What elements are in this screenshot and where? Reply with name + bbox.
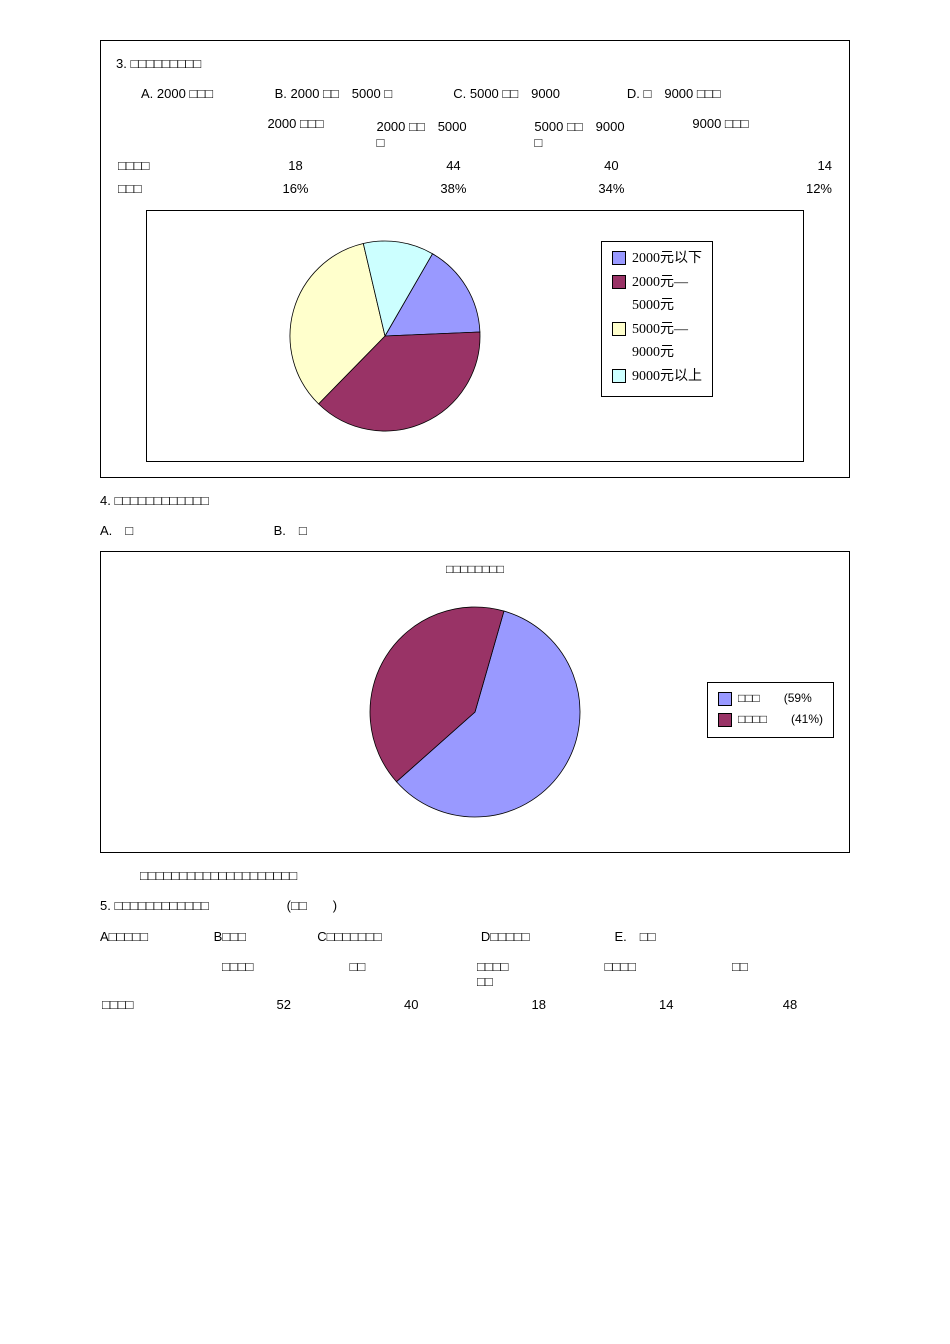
cell: 34% <box>532 177 690 200</box>
q3-r1-label: □□□□ <box>116 154 217 177</box>
q4-legend: □□□ (59% □□□□ (41%) <box>707 682 834 738</box>
q3-options: A. 2000 □□□ B. 2000 □□ 5000 □ C. 5000 □□… <box>116 83 834 102</box>
legend-swatch <box>718 692 732 706</box>
q3-section: 3. □□□□□□□□□ A. 2000 □□□ B. 2000 □□ 5000… <box>100 40 850 478</box>
q5-h3: □□□□ □□ <box>475 955 603 993</box>
q3-table-head: 2000 □□□ 2000 □□ 5000 □ 5000 □□ 9000 □ 9… <box>116 112 834 154</box>
cell: 40 <box>532 154 690 177</box>
legend-swatch <box>612 251 626 265</box>
q5-options: A□□□□□ B□□□ C□□□□□□□ D□□□□□ E. □□ <box>100 926 850 945</box>
q4-note: □□□□□□□□□□□□□□□□□□□□ <box>100 868 850 883</box>
legend-item: □□□ (59% <box>718 689 823 708</box>
legend-label: 2000元以下 <box>632 248 702 270</box>
legend-item: 9000元以上 <box>612 366 702 388</box>
q5-h1: □□□□ <box>220 955 348 993</box>
table-row: □□□□ 52 40 18 14 48 <box>100 993 850 1016</box>
q4-opt-b: B. □ <box>274 523 307 538</box>
cell: 14 <box>603 993 731 1016</box>
legend-label: 2000元— 5000元 <box>632 272 688 317</box>
legend-label: □□□ (59% <box>738 689 812 708</box>
q3-opt-a: A. 2000 □□□ <box>141 86 271 101</box>
q5-h5: □□ <box>730 955 850 993</box>
q3-opt-b: B. 2000 □□ 5000 □ <box>275 83 450 102</box>
q3-opt-d: D. □ 9000 □□□ <box>627 83 721 102</box>
q5-opt-b: B□□□ <box>214 929 314 944</box>
q3-chart-box: 2000元以下2000元— 5000元5000元— 9000元9000元以上 <box>146 210 804 462</box>
q3-h1: 2000 □□□ <box>217 112 375 154</box>
q3-legend: 2000元以下2000元— 5000元5000元— 9000元9000元以上 <box>601 241 713 397</box>
q5-row-label: □□□□ <box>100 993 220 1016</box>
q3-opt-c: C. 5000 □□ 9000 <box>453 83 623 102</box>
q5-opt-d: D□□□□□ <box>481 929 611 944</box>
q3-title: 3. □□□□□□□□□ <box>116 56 834 71</box>
legend-label: □□□□ (41%) <box>738 710 823 729</box>
q5-opt-c: C□□□□□□□ <box>317 929 477 944</box>
legend-item: □□□□ (41%) <box>718 710 823 729</box>
legend-label: 9000元以上 <box>632 366 702 388</box>
q3-chart-area: 2000元以下2000元— 5000元5000元— 9000元9000元以上 <box>157 221 793 451</box>
q3-h2: 2000 □□ 5000 □ <box>374 112 532 154</box>
cell: 16% <box>217 177 375 200</box>
q4-options: A. □ B. □ <box>100 520 850 539</box>
q5-opt-a: A□□□□□ <box>100 929 210 944</box>
q4-pie-chart <box>355 597 595 827</box>
q5-h2: □□ <box>348 955 476 993</box>
cell: 14 <box>690 154 834 177</box>
cell: 18 <box>217 154 375 177</box>
cell: 40 <box>348 993 476 1016</box>
table-row: □□□□ 18 44 40 14 <box>116 154 834 177</box>
q4-chart-title: □□□□□□□□ <box>111 562 839 576</box>
q5-title: 5. □□□□□□□□□□□□ (□□ ) <box>100 895 850 914</box>
cell: 48 <box>730 993 850 1016</box>
q5-h4: □□□□ <box>603 955 731 993</box>
cell: 52 <box>220 993 348 1016</box>
legend-swatch <box>612 322 626 336</box>
legend-item: 2000元以下 <box>612 248 702 270</box>
q4-title: 4. □□□□□□□□□□□□ <box>100 493 850 508</box>
table-row: □□□ 16% 38% 34% 12% <box>116 177 834 200</box>
q5-table: □□□□ □□ □□□□ □□ □□□□ □□ □□□□ 52 40 18 14… <box>100 955 850 1016</box>
legend-swatch <box>612 369 626 383</box>
cell: 18 <box>475 993 603 1016</box>
q3-h4: 9000 □□□ <box>690 112 834 154</box>
q5-opt-e: E. □□ <box>615 926 656 945</box>
q3-h3: 5000 □□ 9000 □ <box>532 112 690 154</box>
q5-table-head: □□□□ □□ □□□□ □□ □□□□ □□ <box>100 955 850 993</box>
legend-swatch <box>718 713 732 727</box>
q4-chart-box: □□□□□□□□ □□□ (59% □□□□ (41%) <box>100 551 850 853</box>
q3-pie-chart <box>275 236 495 436</box>
q3-r2-label: □□□ <box>116 177 217 200</box>
legend-item: 2000元— 5000元 <box>612 272 702 317</box>
legend-item: 5000元— 9000元 <box>612 319 702 364</box>
q3-table: 2000 □□□ 2000 □□ 5000 □ 5000 □□ 9000 □ 9… <box>116 112 834 200</box>
q4-opt-a: A. □ <box>100 520 270 539</box>
legend-swatch <box>612 275 626 289</box>
legend-label: 5000元— 9000元 <box>632 319 688 364</box>
cell: 44 <box>374 154 532 177</box>
q4-chart-area: □□□ (59% □□□□ (41%) <box>111 582 839 842</box>
cell: 38% <box>374 177 532 200</box>
cell: 12% <box>690 177 834 200</box>
